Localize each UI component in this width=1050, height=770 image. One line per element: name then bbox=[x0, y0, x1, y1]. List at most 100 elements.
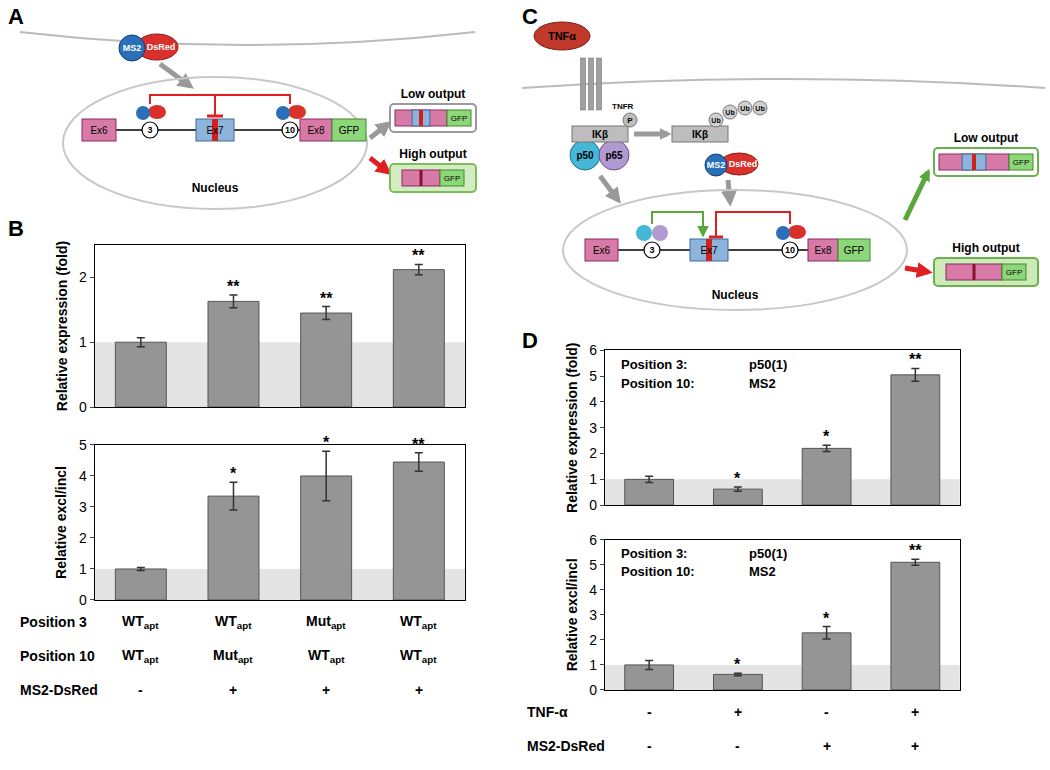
svg-text:Position 10: Position 10 bbox=[20, 648, 95, 664]
svg-text:**: ** bbox=[909, 351, 922, 368]
svg-text:High output: High output bbox=[952, 241, 1019, 255]
svg-text:p50(1): p50(1) bbox=[749, 357, 787, 372]
svg-text:Ex8: Ex8 bbox=[814, 245, 832, 256]
svg-text:10: 10 bbox=[785, 245, 795, 255]
svg-text:3: 3 bbox=[589, 607, 597, 623]
svg-text:Ub: Ub bbox=[755, 105, 764, 112]
svg-text:*: * bbox=[823, 610, 830, 627]
svg-text:GFP: GFP bbox=[1013, 158, 1029, 167]
svg-text:+: + bbox=[229, 682, 237, 698]
svg-text:3: 3 bbox=[147, 125, 152, 135]
svg-text:Position 10:: Position 10: bbox=[621, 376, 695, 391]
svg-text:+: + bbox=[823, 738, 831, 754]
svg-text:GFP: GFP bbox=[444, 174, 460, 183]
svg-text:MS2-DsRed: MS2-DsRed bbox=[20, 682, 98, 698]
svg-text:*: * bbox=[734, 656, 741, 673]
svg-text:Relative excl/incl: Relative excl/incl bbox=[54, 466, 70, 579]
svg-text:6: 6 bbox=[589, 342, 597, 358]
svg-text:**: ** bbox=[412, 436, 425, 453]
svg-text:Low output: Low output bbox=[401, 87, 466, 101]
svg-text:Position 3: Position 3 bbox=[20, 614, 87, 630]
svg-text:0: 0 bbox=[79, 399, 87, 415]
svg-text:WT​apt​: WT​apt​ bbox=[215, 613, 252, 631]
svg-text:1: 1 bbox=[79, 561, 87, 577]
svg-text:-: - bbox=[824, 704, 829, 720]
svg-text:p50: p50 bbox=[576, 150, 594, 161]
svg-text:IKβ: IKβ bbox=[692, 129, 708, 140]
svg-text:WT​apt​: WT​apt​ bbox=[400, 613, 437, 631]
svg-text:MS2: MS2 bbox=[749, 564, 776, 579]
svg-text:TNFα: TNFα bbox=[548, 30, 576, 42]
svg-text:GFP: GFP bbox=[451, 114, 467, 123]
svg-text:**: ** bbox=[320, 290, 333, 307]
svg-text:GFP: GFP bbox=[1006, 268, 1022, 277]
svg-text:5: 5 bbox=[589, 368, 597, 384]
svg-text:10: 10 bbox=[285, 125, 295, 135]
svg-text:2: 2 bbox=[589, 445, 597, 461]
svg-text:TNFR: TNFR bbox=[612, 102, 634, 111]
svg-text:GFP: GFP bbox=[844, 245, 865, 256]
svg-text:p65: p65 bbox=[605, 150, 623, 161]
svg-text:D: D bbox=[522, 328, 538, 353]
svg-text:0: 0 bbox=[589, 682, 597, 698]
svg-text:Relative expression (fold): Relative expression (fold) bbox=[54, 241, 70, 411]
svg-text:Position 3:: Position 3: bbox=[621, 546, 687, 561]
svg-text:A: A bbox=[8, 4, 24, 29]
svg-text:WT​apt​: WT​apt​ bbox=[122, 613, 159, 631]
svg-text:5: 5 bbox=[589, 557, 597, 573]
svg-text:+: + bbox=[911, 738, 919, 754]
svg-text:B: B bbox=[8, 216, 24, 241]
svg-text:3: 3 bbox=[589, 420, 597, 436]
svg-text:3: 3 bbox=[649, 245, 654, 255]
svg-text:Ex7: Ex7 bbox=[700, 245, 718, 256]
svg-text:+: + bbox=[911, 704, 919, 720]
svg-text:Ub: Ub bbox=[725, 109, 734, 116]
svg-text:Ub: Ub bbox=[740, 105, 749, 112]
svg-text:Ex6: Ex6 bbox=[593, 245, 611, 256]
svg-text:DsRed: DsRed bbox=[147, 42, 176, 52]
svg-text:IKβ: IKβ bbox=[592, 129, 608, 140]
svg-text:1: 1 bbox=[589, 471, 597, 487]
svg-text:MS2: MS2 bbox=[749, 376, 776, 391]
svg-text:WT​apt​: WT​apt​ bbox=[122, 647, 159, 665]
svg-text:-: - bbox=[138, 682, 143, 698]
svg-text:WT​apt​: WT​apt​ bbox=[308, 647, 345, 665]
svg-text:6: 6 bbox=[589, 532, 597, 548]
svg-text:**: ** bbox=[412, 247, 425, 264]
svg-text:Nucleus: Nucleus bbox=[712, 288, 759, 302]
svg-text:Relative expression (fold): Relative expression (fold) bbox=[564, 343, 580, 513]
svg-text:P: P bbox=[627, 116, 633, 125]
svg-text:MS2: MS2 bbox=[123, 43, 142, 53]
svg-text:Mut​apt​: Mut​apt​ bbox=[213, 647, 253, 665]
svg-text:+: + bbox=[322, 682, 330, 698]
svg-text:*: * bbox=[230, 465, 237, 482]
svg-text:4: 4 bbox=[79, 468, 87, 484]
svg-text:Relative excl/incl: Relative excl/incl bbox=[564, 558, 580, 671]
svg-text:Position 3:: Position 3: bbox=[621, 357, 687, 372]
svg-text:p50(1): p50(1) bbox=[749, 546, 787, 561]
svg-text:2: 2 bbox=[79, 530, 87, 546]
svg-text:DsRed: DsRed bbox=[729, 159, 758, 169]
svg-text:WT​apt​: WT​apt​ bbox=[400, 647, 437, 665]
svg-text:2: 2 bbox=[79, 269, 87, 285]
svg-text:MS2: MS2 bbox=[707, 160, 726, 170]
svg-text:Low output: Low output bbox=[954, 131, 1019, 145]
svg-text:High output: High output bbox=[399, 147, 466, 161]
svg-text:GFP: GFP bbox=[339, 125, 360, 136]
svg-text:*: * bbox=[323, 434, 330, 451]
svg-text:1: 1 bbox=[79, 334, 87, 350]
svg-text:2: 2 bbox=[589, 632, 597, 648]
svg-text:C: C bbox=[522, 4, 538, 29]
svg-text:Mut​apt​: Mut​apt​ bbox=[306, 613, 346, 631]
svg-text:-: - bbox=[735, 738, 740, 754]
svg-text:MS2-DsRed: MS2-DsRed bbox=[527, 738, 605, 754]
svg-text:+: + bbox=[415, 682, 423, 698]
svg-text:Ex7: Ex7 bbox=[206, 125, 224, 136]
svg-text:4: 4 bbox=[589, 394, 597, 410]
svg-text:Position 10:: Position 10: bbox=[621, 564, 695, 579]
svg-text:Ex6: Ex6 bbox=[90, 125, 108, 136]
svg-text:-: - bbox=[647, 704, 652, 720]
svg-text:+: + bbox=[734, 704, 742, 720]
svg-text:TNF-α: TNF-α bbox=[527, 704, 568, 720]
svg-text:**: ** bbox=[909, 542, 922, 559]
